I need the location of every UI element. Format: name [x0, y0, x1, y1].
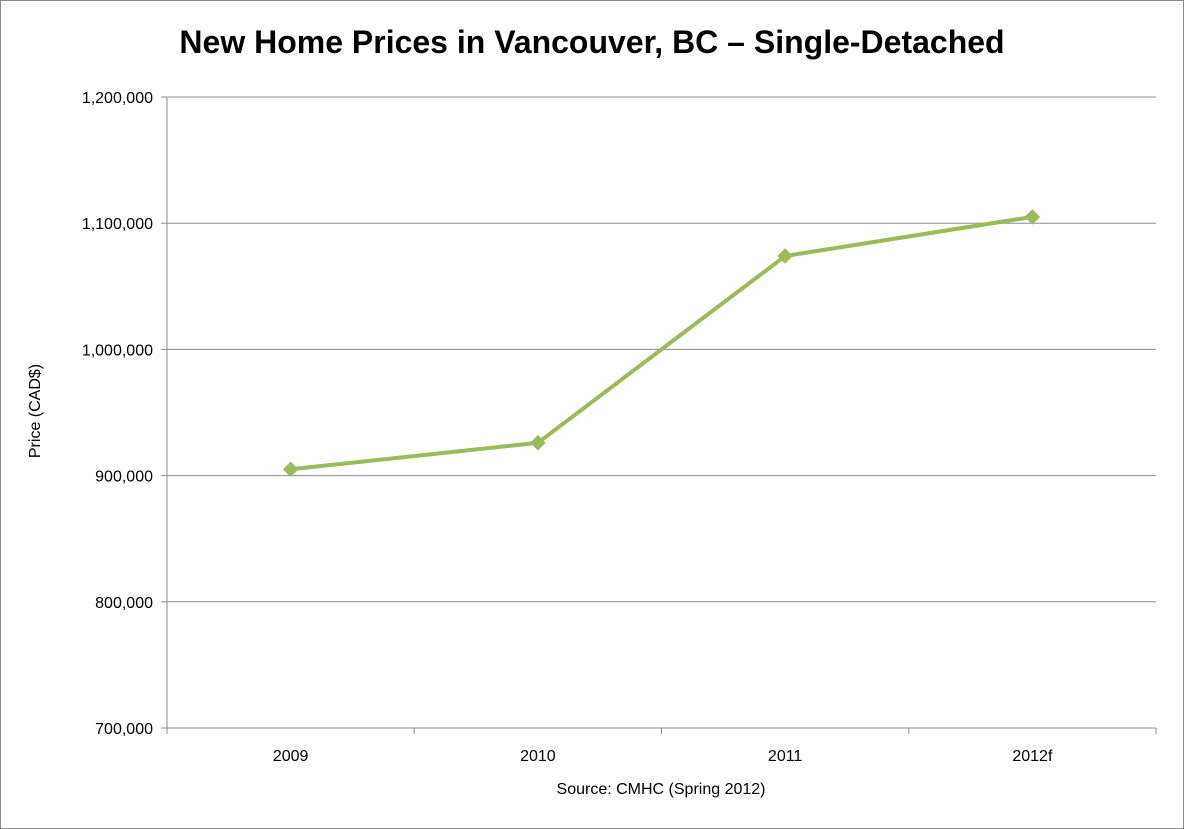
data-point-marker [777, 248, 793, 264]
axes [166, 97, 1156, 729]
y-axis-ticks: 700,000 800,000 900,000 1,000,000 1,100,000 1… [82, 90, 167, 738]
y-tick-label: 1,200,000 [82, 90, 153, 107]
data-point-marker [282, 461, 299, 477]
y-tick-label: 800,000 [95, 595, 153, 612]
y-tick-label: 1,000,000 [82, 342, 153, 359]
x-tick-label: 2009 [273, 748, 309, 765]
x-tick-label: 2010 [520, 748, 556, 765]
data-point-marker [530, 435, 546, 451]
x-axis-label: Source: CMHC (Spring 2012) [557, 781, 766, 798]
x-tick-label: 2011 [768, 748, 803, 765]
chart-title: New Home Prices in Vancouver, BC – Singl… [179, 24, 1005, 60]
y-axis-label: Price (CAD$) [27, 364, 44, 458]
y-tick-label: 700,000 [95, 721, 153, 738]
x-axis-ticks: 2009 2010 2011 2012f [166, 728, 1157, 765]
series-line [290, 214, 1033, 472]
series-group [282, 209, 1041, 477]
y-tick-label: 900,000 [95, 469, 153, 486]
x-tick-label: 2012f [1012, 748, 1053, 765]
data-point-marker [1024, 209, 1041, 225]
y-tick-label: 1,100,000 [82, 216, 153, 233]
